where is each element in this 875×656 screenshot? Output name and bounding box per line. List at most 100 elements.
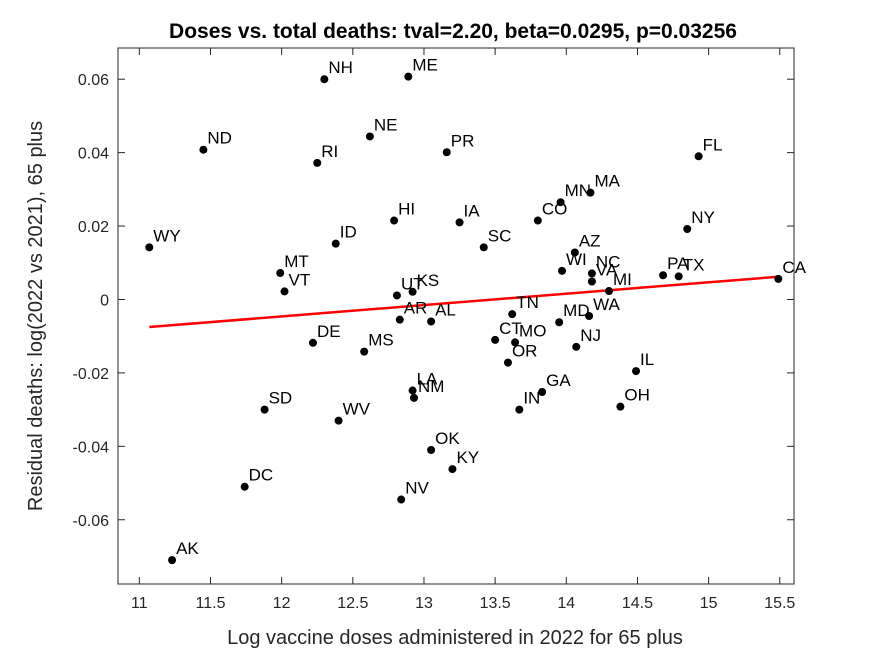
point-ut: [392, 291, 401, 300]
point-tx: [674, 272, 683, 281]
point-mi: [604, 287, 613, 296]
point-wv: [334, 416, 343, 425]
point-label-me: ME: [412, 56, 438, 75]
point-la: [408, 386, 417, 395]
point-oh: [616, 402, 625, 411]
point-label-hi: HI: [398, 200, 415, 219]
point-label-nj: NJ: [580, 326, 601, 345]
point-label-id: ID: [340, 223, 357, 242]
x-tick-label: 14: [557, 595, 575, 612]
point-nh: [320, 75, 329, 84]
point-ga: [538, 387, 547, 396]
point-ny: [683, 224, 692, 233]
point-label-wy: WY: [153, 226, 180, 245]
point-va: [587, 277, 596, 286]
point-label-tn: TN: [516, 293, 539, 312]
point-label-ga: GA: [546, 371, 571, 390]
point-label-oh: OH: [624, 386, 650, 405]
point-wy: [145, 243, 154, 252]
y-tick-label: 0.06: [78, 72, 109, 89]
point-label-nv: NV: [405, 479, 429, 498]
point-ne: [365, 132, 374, 141]
point-vt: [280, 287, 289, 296]
point-label-ny: NY: [691, 208, 715, 227]
point-label-mo: MO: [519, 321, 546, 340]
point-hi: [390, 216, 399, 225]
point-label-ne: NE: [374, 115, 398, 134]
point-label-ky: KY: [456, 448, 479, 467]
x-tick-label: 13.5: [480, 595, 511, 612]
point-label-la: LA: [417, 370, 438, 389]
point-label-fl: FL: [703, 135, 723, 154]
point-ct: [491, 335, 500, 344]
point-tn: [508, 310, 517, 319]
point-az: [570, 248, 579, 257]
point-wa: [585, 312, 594, 320]
x-tick-label: 15.5: [764, 595, 795, 612]
point-label-ar: AR: [404, 299, 428, 318]
point-label-wa: WA: [593, 295, 620, 314]
regression-line: [149, 275, 779, 329]
point-ar: [395, 315, 404, 324]
point-label-al: AL: [435, 301, 456, 320]
point-label-mn: MN: [565, 181, 591, 200]
point-nc: [587, 269, 596, 278]
point-label-ut: UT: [401, 274, 424, 293]
point-ri: [313, 158, 322, 167]
point-label-tx: TX: [683, 255, 705, 274]
point-label-ks: KS: [417, 271, 440, 290]
point-label-de: DE: [317, 322, 341, 341]
point-ks: [408, 287, 417, 296]
point-nm: [410, 393, 419, 402]
y-axis-label: Residual deaths: log(2022 vs 2021), 65 p…: [25, 121, 47, 511]
point-label-or: OR: [512, 342, 538, 361]
point-label-sd: SD: [269, 389, 293, 408]
point-label-nc: NC: [596, 252, 621, 271]
point-co: [533, 216, 542, 225]
point-label-ca: CA: [782, 258, 806, 277]
point-label-co: CO: [542, 200, 568, 219]
point-mn: [556, 198, 565, 207]
point-wi: [558, 266, 567, 275]
point-label-ms: MS: [368, 331, 394, 350]
point-or: [503, 358, 512, 367]
point-label-md: MD: [563, 301, 589, 320]
y-tick-label: -0.02: [73, 366, 110, 383]
chart-title: Doses vs. total deaths: tval=2.20, beta=…: [169, 20, 737, 43]
point-label-az: AZ: [579, 231, 601, 250]
point-in: [515, 405, 524, 414]
tick-labels: 11 11.5 12 12.5 13 13.5 14 14.5 15 15.5 -0.06 -0.04…: [73, 72, 796, 612]
point-label-nm: NM: [418, 377, 444, 396]
x-tick-label: 11.5: [196, 595, 226, 612]
x-tick-label: 13: [415, 595, 433, 612]
y-tick-label: 0: [100, 292, 109, 309]
point-label-sc: SC: [488, 226, 512, 245]
point-ak: [168, 556, 177, 565]
point-ms: [360, 347, 369, 356]
plot-area: [117, 47, 795, 585]
point-me: [404, 72, 413, 81]
point-nj: [572, 342, 581, 351]
y-tick-label: -0.06: [73, 513, 110, 530]
point-label-mi: MI: [613, 270, 632, 289]
point-sc: [479, 243, 488, 252]
point-label-pr: PR: [451, 131, 475, 150]
point-label-mt: MT: [284, 252, 309, 271]
point-nd: [199, 145, 208, 154]
x-tick-label: 12.5: [337, 595, 368, 612]
point-label-nh: NH: [328, 58, 353, 77]
y-tick-label: -0.04: [73, 439, 110, 456]
point-label-ct: CT: [499, 319, 522, 338]
point-pa: [659, 271, 668, 280]
point-pr: [442, 148, 451, 157]
x-tick-label: 11: [131, 595, 148, 612]
y-tick-label: 0.04: [78, 146, 109, 163]
point-label-ri: RI: [321, 142, 338, 161]
point-label-va: VA: [596, 260, 618, 279]
point-il: [632, 367, 641, 376]
point-label-il: IL: [640, 350, 654, 369]
point-sd: [260, 405, 269, 414]
point-dc: [240, 482, 249, 491]
